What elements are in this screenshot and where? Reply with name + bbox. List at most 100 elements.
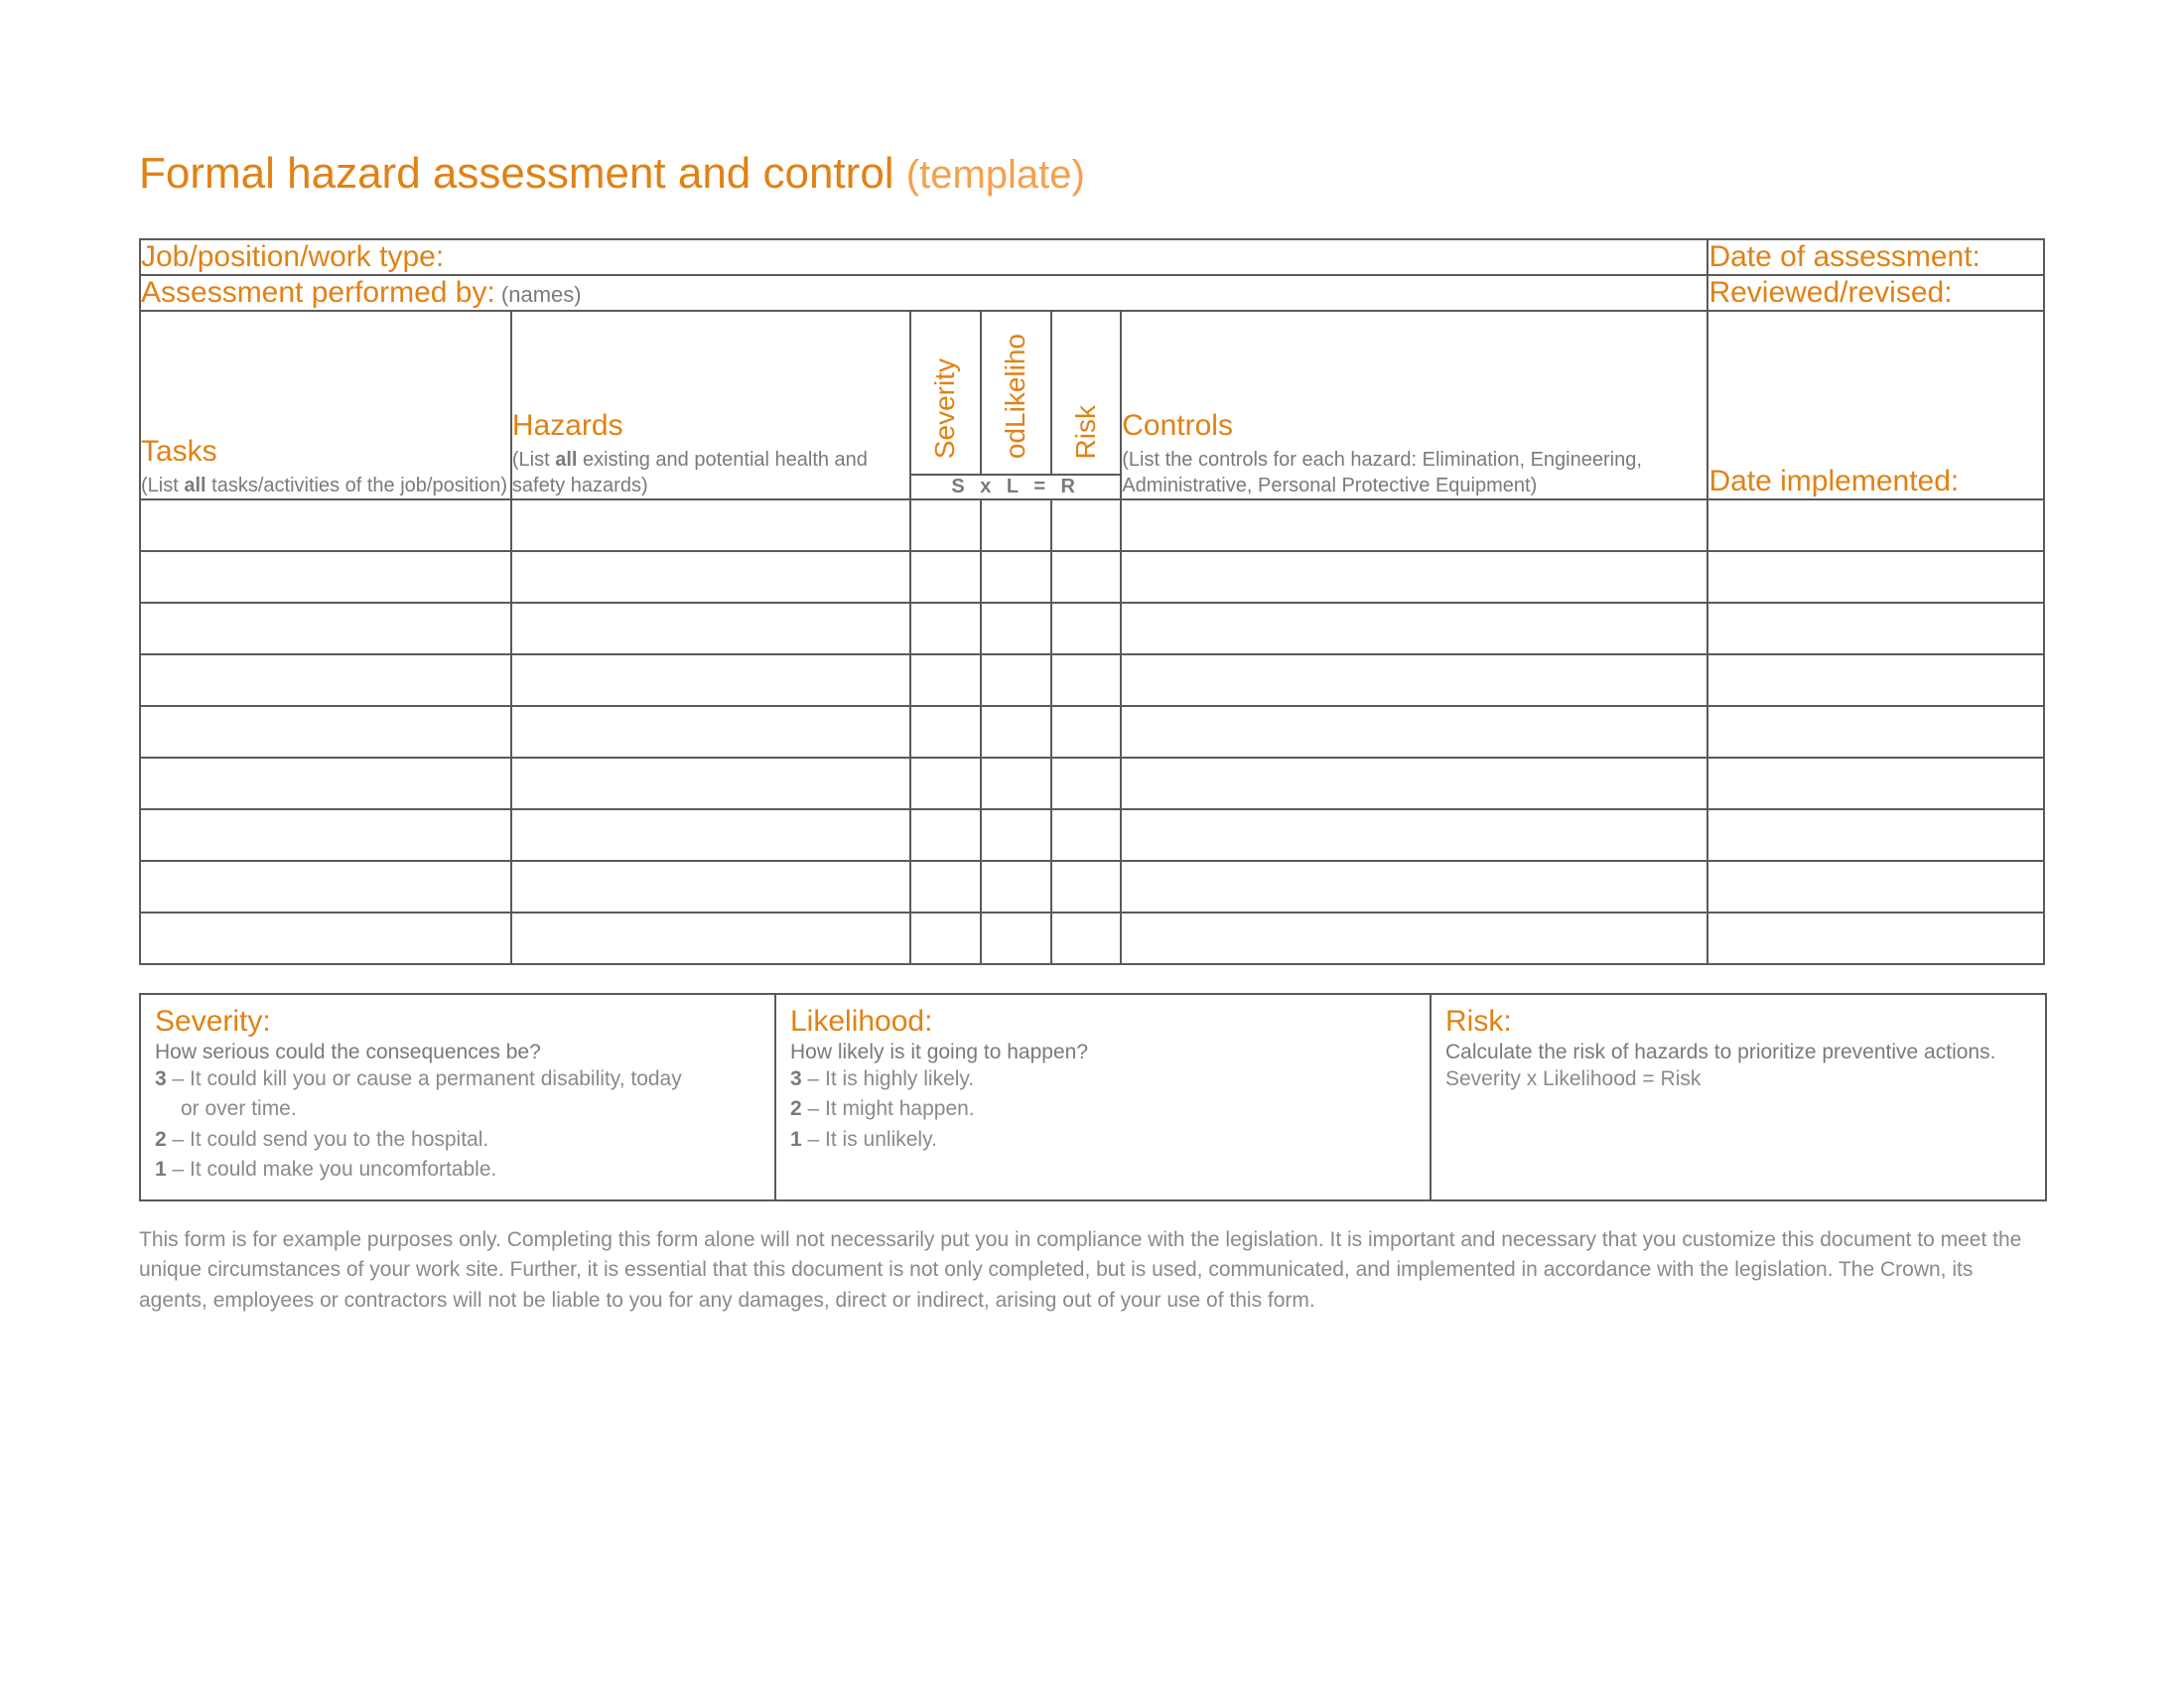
cell-date-implemented <box>1707 913 2044 964</box>
cell-controls <box>1121 654 1707 706</box>
cell-tasks <box>140 809 511 861</box>
cell-hazards <box>511 706 910 758</box>
hazards-title: Hazards <box>512 409 909 443</box>
cell-severity <box>910 654 981 706</box>
date-impl-header: Date implemented: <box>1707 311 2044 499</box>
table-row <box>140 913 2044 964</box>
date-impl-label: Date implemented: <box>1708 465 2043 498</box>
cell-hazards <box>511 913 910 964</box>
formula-cell: S x L = R <box>910 475 1121 499</box>
cell-tasks <box>140 551 511 603</box>
legend-risk: Risk: Calculate the risk of hazards to p… <box>1431 994 2046 1200</box>
cell-hazards <box>511 809 910 861</box>
cell-controls <box>1121 603 1707 654</box>
legend-item: 3 – It is highly likely. <box>790 1064 1416 1094</box>
cell-severity <box>910 809 981 861</box>
page-title: Formal hazard assessment and control (te… <box>139 149 2045 199</box>
date-assessment-label: Date of assessment: <box>1708 240 1979 273</box>
table-row <box>140 654 2044 706</box>
performed-by-cell: Assessment performed by: (names) <box>140 275 1707 311</box>
cell-severity <box>910 706 981 758</box>
table-row <box>140 551 2044 603</box>
cell-controls <box>1121 861 1707 913</box>
cell-hazards <box>511 603 910 654</box>
cell-date-implemented <box>1707 706 2044 758</box>
legend-risk-title: Risk: <box>1445 1005 2031 1039</box>
cell-tasks <box>140 603 511 654</box>
formula-text: S x L = R <box>951 476 1080 497</box>
controls-desc: (List the controls for each hazard: Elim… <box>1122 447 1706 498</box>
table-row <box>140 499 2044 551</box>
legend-table: Severity: How serious could the conseque… <box>139 993 2047 1201</box>
disclaimer-text: This form is for example purposes only. … <box>139 1225 2045 1316</box>
cell-controls <box>1121 706 1707 758</box>
table-row <box>140 758 2044 809</box>
legend-severity-sub: How serious could the consequences be? <box>155 1041 760 1064</box>
assessment-table: Job/position/work type: Date of assessme… <box>139 238 2045 965</box>
cell-likelihood <box>981 809 1051 861</box>
hazards-desc: (List all existing and potential health … <box>512 447 909 498</box>
cell-date-implemented <box>1707 861 2044 913</box>
cell-risk <box>1051 551 1122 603</box>
cell-tasks <box>140 861 511 913</box>
job-position-cell: Job/position/work type: <box>140 239 1707 275</box>
risk-label: Risk <box>1070 395 1102 469</box>
legend-likelihood-sub: How likely is it going to happen? <box>790 1041 1416 1064</box>
controls-header: Controls (List the controls for each haz… <box>1121 311 1707 499</box>
legend-likelihood-title: Likelihood: <box>790 1005 1416 1039</box>
legend-likelihood: Likelihood: How likely is it going to ha… <box>775 994 1431 1200</box>
legend-item: 2 – It could send you to the hospital. <box>155 1125 760 1155</box>
likelihood-label: odLikeliho <box>1000 324 1031 469</box>
cell-risk <box>1051 861 1122 913</box>
cell-risk <box>1051 654 1122 706</box>
cell-hazards <box>511 758 910 809</box>
cell-tasks <box>140 758 511 809</box>
cell-date-implemented <box>1707 499 2044 551</box>
table-row <box>140 809 2044 861</box>
cell-risk <box>1051 758 1122 809</box>
cell-controls <box>1121 499 1707 551</box>
cell-hazards <box>511 551 910 603</box>
job-position-label: Job/position/work type: <box>141 240 444 273</box>
reviewed-cell: Reviewed/revised: <box>1707 275 2044 311</box>
cell-severity <box>910 861 981 913</box>
legend-item: 2 – It might happen. <box>790 1094 1416 1124</box>
cell-severity <box>910 758 981 809</box>
performed-by-label: Assessment performed by: <box>141 276 495 309</box>
cell-severity <box>910 603 981 654</box>
cell-date-implemented <box>1707 551 2044 603</box>
date-assessment-cell: Date of assessment: <box>1707 239 2044 275</box>
cell-severity <box>910 499 981 551</box>
cell-date-implemented <box>1707 654 2044 706</box>
cell-date-implemented <box>1707 603 2044 654</box>
cell-date-implemented <box>1707 758 2044 809</box>
risk-header: Risk <box>1051 311 1122 475</box>
legend-item: 3 – It could kill you or cause a permane… <box>155 1064 760 1094</box>
cell-severity <box>910 551 981 603</box>
cell-controls <box>1121 809 1707 861</box>
cell-likelihood <box>981 706 1051 758</box>
likelihood-header: odLikeliho <box>981 311 1051 475</box>
cell-controls <box>1121 551 1707 603</box>
legend-severity: Severity: How serious could the conseque… <box>140 994 775 1200</box>
cell-tasks <box>140 654 511 706</box>
cell-controls <box>1121 913 1707 964</box>
cell-risk <box>1051 499 1122 551</box>
title-main: Formal hazard assessment and control <box>139 149 906 198</box>
legend-item-cont: or over time. <box>155 1094 760 1124</box>
table-row <box>140 861 2044 913</box>
hazards-header: Hazards (List all existing and potential… <box>511 311 910 499</box>
cell-severity <box>910 913 981 964</box>
cell-risk <box>1051 809 1122 861</box>
cell-risk <box>1051 603 1122 654</box>
cell-date-implemented <box>1707 809 2044 861</box>
cell-hazards <box>511 654 910 706</box>
performed-by-note: (names) <box>495 282 582 307</box>
cell-likelihood <box>981 499 1051 551</box>
controls-title: Controls <box>1122 409 1706 443</box>
tasks-header: Tasks (List all tasks/activities of the … <box>140 311 511 499</box>
cell-controls <box>1121 758 1707 809</box>
legend-item: 1 – It could make you uncomfortable. <box>155 1155 760 1185</box>
cell-likelihood <box>981 603 1051 654</box>
severity-label: Severity <box>929 349 961 469</box>
